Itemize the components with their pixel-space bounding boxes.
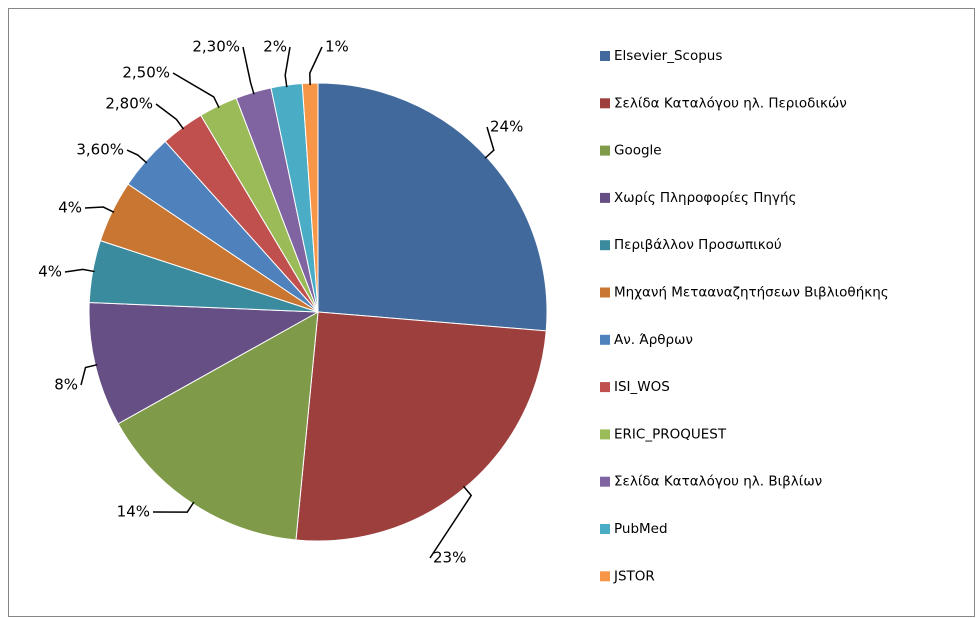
data-label: 4%	[58, 199, 82, 217]
data-label: 4%	[38, 263, 62, 281]
legend-label: Αν. Άρθρων	[614, 332, 693, 348]
leader-line	[309, 46, 323, 86]
legend-swatch	[600, 476, 610, 487]
leader-line	[84, 206, 115, 213]
data-label: 2%	[263, 38, 287, 56]
legend-swatch	[600, 145, 610, 156]
legend-label: Χωρίς Πληροφορίες Πηγής	[614, 190, 796, 206]
legend-label: Σελίδα Καταλόγου ηλ. Βιβλίων	[614, 474, 822, 490]
legend-swatch	[600, 382, 610, 393]
legend-swatch	[600, 287, 610, 298]
leader-line	[64, 268, 95, 273]
leader-line	[284, 46, 291, 88]
legend-label: Μηχανή Μετααναζητήσεων Βιβλιοθήκης	[614, 285, 889, 301]
legend-swatch	[600, 524, 610, 534]
data-label: 23%	[433, 549, 466, 567]
leader-line	[152, 501, 195, 513]
legend-label: PubMed	[614, 521, 668, 537]
data-label: 2,80%	[105, 95, 153, 113]
leader-line	[126, 149, 148, 164]
leader-line	[155, 103, 185, 130]
leader-line	[484, 126, 495, 159]
leader-line	[429, 485, 473, 559]
legend-swatch	[600, 334, 610, 345]
legend-label: Περιβάλλον Προσωπικού	[614, 237, 782, 253]
legend-swatch	[600, 192, 610, 203]
data-label: 1%	[325, 38, 349, 56]
leader-line	[80, 363, 98, 386]
legend-label: ISI_WOS	[614, 379, 670, 395]
legend-swatch	[600, 51, 610, 61]
data-label: 3,60%	[76, 141, 124, 159]
legend-label: Σελίδα Καταλόγου ηλ. Περιοδικών	[614, 95, 847, 111]
data-label: 14%	[117, 503, 150, 521]
data-label: 24%	[490, 118, 523, 136]
legend-label: Elsevier_Scopus	[614, 48, 722, 64]
legend-swatch	[600, 98, 610, 109]
legend-label: Google	[614, 143, 662, 159]
legend-swatch	[600, 571, 610, 582]
data-label: 8%	[54, 376, 78, 394]
leader-line	[172, 72, 220, 109]
data-label: 2,50%	[122, 64, 170, 82]
legend-swatch	[600, 429, 610, 440]
legend-label: ERIC_PROQUEST	[614, 426, 727, 442]
legend-swatch	[600, 240, 610, 251]
legend-label: JSTOR	[613, 568, 655, 584]
data-label: 2,30%	[192, 38, 240, 56]
leader-line	[242, 46, 255, 95]
